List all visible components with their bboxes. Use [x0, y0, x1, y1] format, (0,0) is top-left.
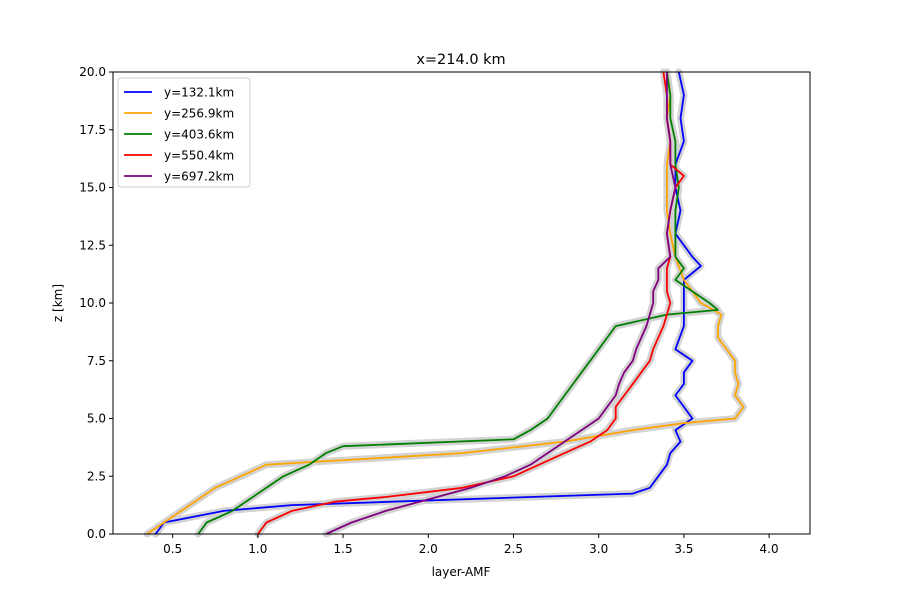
- legend-label-3: y=403.6km: [164, 128, 234, 142]
- y-axis-label: z [km]: [51, 284, 65, 322]
- legend-box: [117, 77, 251, 188]
- x-tick-label: 3.5: [674, 542, 693, 556]
- y-tick-label: 5.0: [87, 412, 106, 426]
- x-tick-label: 2.0: [419, 542, 438, 556]
- y-tick-label: 17.5: [79, 123, 106, 137]
- series-line-4: [257, 71, 685, 535]
- legend-label-4: y=550.4km: [164, 149, 234, 163]
- x-axis-label: layer-AMF: [432, 565, 491, 579]
- series-line-3: [197, 71, 719, 535]
- y-tick-label: 0.0: [87, 527, 106, 541]
- legend-label-2: y=256.9km: [164, 107, 234, 121]
- y-tick-label: 12.5: [79, 238, 106, 252]
- y-tick-label: 10.0: [79, 296, 106, 310]
- x-axis-ticks: 0.5 1.0 1.5 2.0 2.5 3.0 3.5 4.0: [163, 534, 779, 556]
- y-tick-label: 2.5: [87, 469, 106, 483]
- y-tick-label: 7.5: [87, 354, 106, 368]
- legend: y=132.1km y=256.9km y=403.6km y=550.4km y=69…: [117, 77, 251, 188]
- series-line-5: [325, 72, 677, 535]
- y-tick-label: 15.0: [79, 181, 106, 195]
- x-tick-label: 2.5: [504, 542, 523, 556]
- x-tick-label: 3.0: [589, 542, 608, 556]
- chart-title: x=214.0 km: [416, 52, 505, 68]
- series-line-1: [154, 71, 702, 535]
- series-lines: [146, 71, 745, 535]
- x-tick-label: 4.0: [760, 542, 779, 556]
- legend-label-1: y=132.1km: [164, 86, 234, 100]
- series-line-2: [146, 71, 745, 535]
- uncertainty-band-5: [322, 68, 679, 538]
- x-tick-label: 1.0: [248, 542, 267, 556]
- y-tick-label: 20.0: [79, 65, 106, 79]
- x-tick-label: 1.5: [334, 542, 353, 556]
- y-axis-ticks: 0.0 2.5 5.0 7.5 10.0 12.5 15.0 17.5 20.0: [79, 65, 113, 541]
- legend-label-5: y=697.2km: [164, 170, 234, 184]
- x-tick-label: 0.5: [163, 542, 182, 556]
